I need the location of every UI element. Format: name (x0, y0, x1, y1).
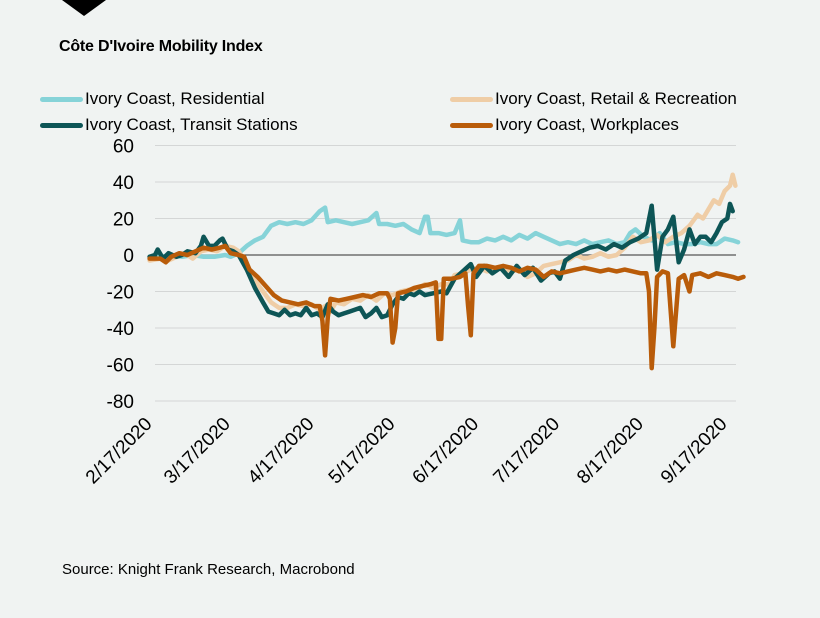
legend-swatch-workplaces (450, 122, 493, 128)
y-tick-label: 40 (113, 173, 134, 194)
workplaces-line (147, 243, 746, 371)
legend-item-transit-stations: Ivory Coast, Transit Stations (40, 114, 298, 136)
x-tick-label: 3/17/2020 (160, 414, 235, 489)
legend-item-workplaces: Ivory Coast, Workplaces (450, 114, 679, 136)
source-note: Source: Knight Frank Research, Macrobond (62, 561, 355, 578)
x-tick-label: 9/17/2020 (657, 414, 732, 489)
y-tick-label: -40 (107, 319, 134, 340)
x-tick-label: 7/17/2020 (490, 414, 565, 489)
legend-item-retail-recreation: Ivory Coast, Retail & Recreation (450, 88, 737, 110)
x-tick-label: 4/17/2020 (244, 414, 319, 489)
y-tick-label: 20 (113, 210, 134, 231)
legend-swatch-retail-recreation (450, 96, 493, 102)
y-tick-label: -60 (107, 356, 134, 377)
legend-label-retail-recreation: Ivory Coast, Retail & Recreation (495, 89, 737, 108)
y-tick-label: 0 (123, 246, 134, 267)
legend-item-residential: Ivory Coast, Residential (40, 88, 265, 110)
transit-stations-line (147, 201, 735, 320)
legend-swatch-residential (40, 96, 83, 102)
legend-label-residential: Ivory Coast, Residential (85, 89, 265, 108)
x-tick-label: 2/17/2020 (82, 414, 157, 489)
decorative-triangle (62, 0, 106, 16)
y-tick-label: -20 (107, 283, 134, 304)
residential-line (147, 205, 741, 260)
chart-title: Côte D'Ivoire Mobility Index (59, 38, 263, 55)
y-tick-label: -80 (107, 392, 134, 413)
x-tick-label: 8/17/2020 (573, 414, 648, 489)
x-tick-label: 5/17/2020 (325, 414, 400, 489)
legend-label-workplaces: Ivory Coast, Workplaces (495, 115, 679, 134)
legend-label-transit-stations: Ivory Coast, Transit Stations (85, 115, 298, 134)
y-tick-label: 60 (113, 137, 134, 158)
legend-swatch-transit-stations (40, 122, 83, 128)
x-tick-label: 6/17/2020 (409, 414, 484, 489)
